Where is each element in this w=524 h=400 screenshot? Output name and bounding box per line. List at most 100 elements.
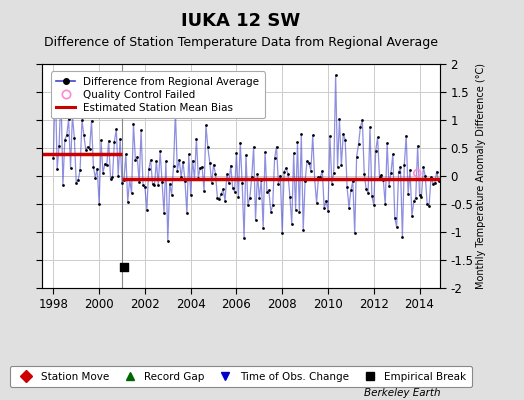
Point (74, 177, 82, 183)
Point (204, 144, 212, 151)
Point (208, 180, 216, 186)
Point (362, 186, 370, 192)
Point (368, 193, 376, 199)
Point (232, 150, 241, 156)
Point (143, 207, 151, 213)
Point (396, 164, 405, 170)
Point (297, 131, 305, 138)
Point (312, 200, 321, 206)
Point (215, 196, 224, 202)
Point (295, 209, 303, 216)
Point (333, 164, 342, 170)
Text: Difference of Station Temperature Data from Regional Average: Difference of Station Temperature Data f… (44, 36, 438, 49)
Point (348, 178, 357, 184)
Point (213, 194, 222, 201)
Point (299, 226, 308, 233)
Point (97, 137, 105, 144)
Point (169, 162, 178, 169)
Point (108, 174, 117, 180)
Point (265, 187, 273, 194)
Point (335, 116, 344, 122)
Point (89, 164, 97, 170)
Point (133, 154, 141, 160)
Point (347, 187, 355, 194)
Point (135, 178, 144, 185)
Point (221, 197, 229, 204)
Point (364, 190, 372, 196)
Point (181, 178, 189, 184)
Point (410, 198, 418, 204)
Point (99, 170, 107, 176)
Point (179, 159, 187, 165)
Point (154, 182, 162, 188)
Point (53, 166, 61, 172)
Legend: Station Move, Record Gap, Time of Obs. Change, Empirical Break: Station Move, Record Gap, Time of Obs. C… (10, 366, 472, 387)
Point (259, 224, 267, 231)
Legend: Difference from Regional Average, Quality Control Failed, Estimated Station Mean: Difference from Regional Average, Qualit… (51, 72, 265, 118)
Point (205, 160, 214, 166)
Point (249, 144, 258, 150)
Point (339, 131, 347, 137)
Point (190, 176, 199, 182)
Point (406, 167, 414, 174)
Text: Berkeley Earth: Berkeley Earth (364, 388, 440, 398)
Point (411, 195, 420, 201)
Point (61, 136, 69, 143)
Point (118, 180, 126, 186)
Point (282, 165, 290, 171)
Point (270, 155, 279, 162)
Point (196, 164, 204, 171)
Point (272, 144, 281, 150)
Point (374, 134, 382, 140)
Point (310, 176, 319, 182)
Point (91, 174, 100, 181)
Point (267, 208, 275, 215)
Point (226, 162, 235, 169)
Point (402, 132, 410, 139)
Point (238, 180, 246, 187)
Point (345, 204, 353, 211)
Point (64, 116, 73, 122)
Point (432, 168, 441, 175)
Point (168, 191, 176, 198)
Point (324, 208, 332, 214)
Point (146, 157, 155, 163)
Point (82, 147, 90, 153)
Point (326, 133, 334, 140)
Point (131, 156, 139, 163)
Point (301, 178, 309, 184)
Point (379, 177, 388, 183)
Point (429, 180, 437, 187)
Point (330, 170, 338, 176)
Point (383, 140, 391, 147)
Point (177, 174, 185, 180)
Point (173, 168, 181, 174)
Point (156, 148, 165, 155)
Point (171, 110, 180, 116)
Point (257, 177, 266, 183)
Point (72, 179, 81, 186)
Point (381, 201, 389, 208)
Point (419, 164, 428, 170)
Point (280, 168, 288, 175)
Point (211, 170, 220, 177)
Point (372, 148, 380, 154)
Point (387, 170, 395, 176)
Point (366, 124, 374, 130)
Point (104, 138, 113, 144)
Point (390, 215, 399, 221)
Point (189, 158, 197, 164)
Point (70, 135, 79, 141)
Point (247, 174, 256, 180)
Point (263, 189, 271, 196)
Point (80, 132, 88, 139)
Point (354, 141, 363, 147)
Point (137, 127, 145, 134)
Point (341, 136, 350, 143)
Text: IUKA 12 SW: IUKA 12 SW (181, 12, 301, 30)
Point (219, 186, 227, 192)
Point (289, 150, 298, 157)
Point (385, 183, 393, 189)
Point (284, 170, 292, 177)
Point (59, 182, 67, 188)
